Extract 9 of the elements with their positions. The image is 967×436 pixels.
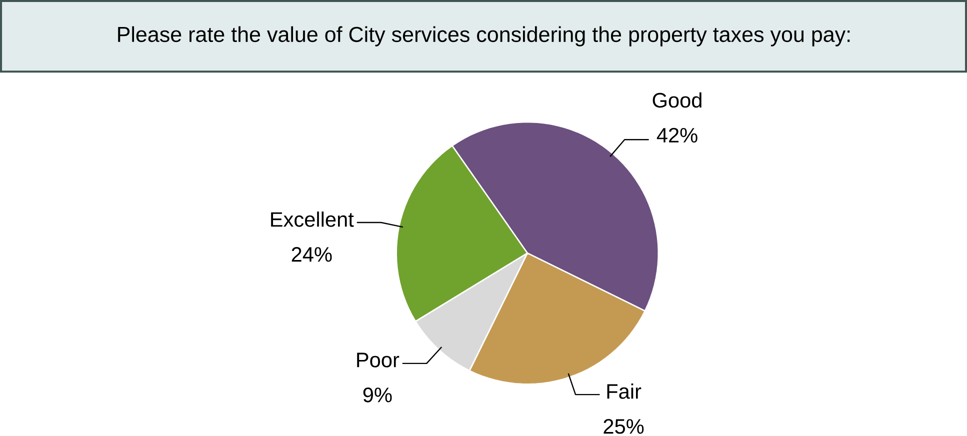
data-label: 9% — [363, 387, 392, 402]
data-label: 24% — [292, 246, 332, 262]
data-label: 42% — [656, 128, 698, 142]
chart-title: Please rate the value of City services considering the property taxes you pay: — [118, 26, 850, 46]
slice-label: Poor — [357, 352, 400, 368]
slice-label: Excellent — [271, 211, 354, 227]
slice-label: Good — [652, 92, 702, 108]
data-label: 25% — [604, 418, 644, 434]
slice-label: Fair — [607, 383, 642, 399]
